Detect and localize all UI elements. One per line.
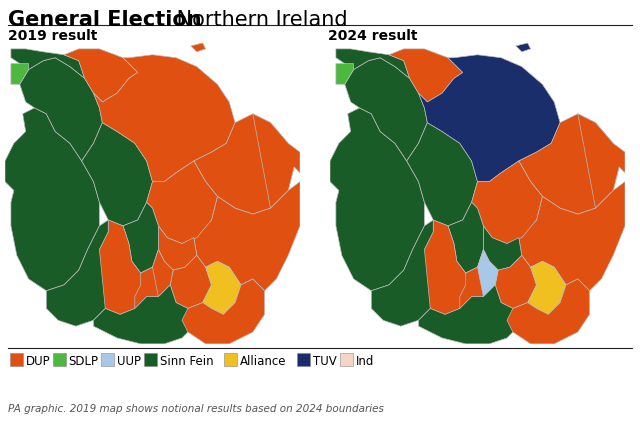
Text: PA graphic. 2019 map shows notional results based on 2024 boundaries: PA graphic. 2019 map shows notional resu…: [8, 404, 384, 414]
Polygon shape: [182, 279, 264, 344]
Polygon shape: [93, 220, 147, 314]
Polygon shape: [336, 49, 410, 78]
Polygon shape: [336, 63, 354, 84]
Polygon shape: [371, 220, 433, 326]
Bar: [101, 353, 115, 366]
Polygon shape: [406, 123, 477, 226]
Polygon shape: [419, 220, 472, 314]
Polygon shape: [345, 58, 428, 161]
Bar: [10, 353, 23, 366]
Polygon shape: [495, 255, 536, 308]
Polygon shape: [466, 250, 498, 296]
Polygon shape: [527, 261, 566, 314]
Text: Northern Ireland: Northern Ireland: [170, 10, 348, 30]
Polygon shape: [191, 43, 205, 52]
Text: General Election: General Election: [8, 10, 202, 30]
Polygon shape: [147, 161, 218, 244]
Polygon shape: [203, 261, 241, 314]
Polygon shape: [194, 181, 300, 291]
Bar: [52, 353, 65, 366]
Bar: [144, 353, 157, 366]
Polygon shape: [253, 114, 300, 208]
Text: UUP: UUP: [117, 355, 141, 368]
Polygon shape: [141, 250, 173, 296]
Polygon shape: [82, 123, 152, 226]
Polygon shape: [64, 49, 138, 102]
Polygon shape: [516, 43, 531, 52]
Polygon shape: [46, 220, 108, 326]
Polygon shape: [389, 49, 463, 102]
Polygon shape: [194, 114, 294, 214]
Text: DUP: DUP: [26, 355, 51, 368]
Polygon shape: [519, 114, 619, 214]
Polygon shape: [5, 108, 99, 291]
Polygon shape: [419, 55, 560, 181]
Polygon shape: [460, 267, 483, 308]
Bar: [340, 353, 353, 366]
Polygon shape: [123, 202, 159, 273]
Polygon shape: [472, 161, 543, 244]
Text: TUV: TUV: [314, 355, 337, 368]
Polygon shape: [93, 285, 194, 344]
Polygon shape: [135, 267, 159, 308]
Polygon shape: [483, 226, 522, 270]
Bar: [224, 353, 237, 366]
Polygon shape: [578, 114, 625, 208]
Text: 2019 result: 2019 result: [8, 29, 97, 43]
Text: Ind: Ind: [356, 355, 374, 368]
Polygon shape: [11, 49, 84, 78]
Polygon shape: [11, 63, 29, 84]
Polygon shape: [507, 279, 589, 344]
Polygon shape: [519, 181, 625, 291]
Text: Sinn Fein: Sinn Fein: [160, 355, 214, 368]
Polygon shape: [159, 226, 196, 270]
Polygon shape: [419, 285, 519, 344]
Text: SDLP: SDLP: [68, 355, 99, 368]
Polygon shape: [20, 58, 102, 161]
Polygon shape: [170, 255, 211, 308]
Text: Alliance: Alliance: [240, 355, 286, 368]
Bar: [298, 353, 310, 366]
Polygon shape: [93, 55, 235, 181]
Polygon shape: [448, 202, 483, 273]
Text: 2024 result: 2024 result: [328, 29, 417, 43]
Polygon shape: [330, 108, 424, 291]
